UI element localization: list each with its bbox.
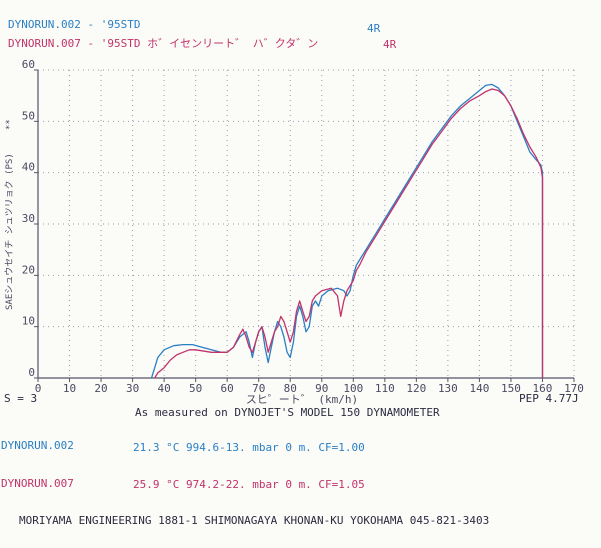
x-tick-label: 10 (63, 382, 76, 395)
x-tick-label: 50 (189, 382, 202, 395)
run1-conditions: 21.3 °C 994.6-13. mbar 0 m. CF=1.00 (133, 441, 365, 454)
y-tick-label: 0 (28, 366, 35, 379)
x-tick-label: 40 (157, 382, 170, 395)
x-tick-label: 90 (315, 382, 328, 395)
company-footer: MORIYAMA ENGINEERING 1881-1 SHIMONAGAYA … (19, 514, 490, 527)
y-tick-label: 60 (22, 58, 35, 71)
x-tick-label: 120 (406, 382, 426, 395)
series-line-2 (154, 88, 544, 379)
y-axis-label: SAEシュウセイチ シュツリョク (PS) (4, 153, 15, 310)
y-tick-labels: 0 10 20 30 40 50 60 (22, 58, 35, 379)
x-tick-label: 140 (469, 382, 489, 395)
x-tick-label: 150 (501, 382, 521, 395)
series-line-1 (150, 83, 544, 379)
run2-conditions: 25.9 °C 974.2-22. mbar 0 m. CF=1.05 (133, 478, 365, 491)
x-tick-label: 100 (343, 382, 363, 395)
s-label: S = 3 (4, 392, 38, 405)
x-tick-label: 110 (375, 382, 395, 395)
header-run1-gear: 4R (367, 22, 381, 35)
header-run2-gear: 4R (383, 38, 397, 51)
header-run2: DYNORUN.007 - '95STD ホ゛イセンリート゛ ハ゛クタ゛ン (8, 37, 319, 50)
pep-label: PEP 4.77J (519, 392, 579, 405)
x-axis-label: スヒ゜ート゛ (km/h) (246, 393, 358, 406)
y-tick-label: 10 (22, 315, 35, 328)
y-tick-label: 20 (22, 263, 35, 276)
run2-name: DYNORUN.007 (1, 477, 74, 490)
subtitle: As measured on DYNOJET'S MODEL 150 DYNAM… (135, 406, 440, 419)
x-tick-label: 0 (35, 382, 42, 395)
y-tick-label: 30 (22, 212, 35, 225)
axes (34, 69, 575, 382)
x-tick-label: 70 (252, 382, 265, 395)
y-axis-label-marks: ** (5, 119, 15, 130)
series-lines (150, 83, 544, 379)
x-tick-label: 60 (221, 382, 234, 395)
x-tick-label: 30 (126, 382, 139, 395)
x-tick-label: 170 (564, 382, 584, 395)
header-run1: DYNORUN.002 - '95STD (8, 18, 141, 31)
x-tick-label: 130 (438, 382, 458, 395)
y-tick-label: 50 (22, 109, 35, 122)
run1-name: DYNORUN.002 (1, 439, 74, 452)
x-tick-label: 160 (533, 382, 553, 395)
x-tick-label: 20 (94, 382, 107, 395)
y-tick-label: 40 (22, 161, 35, 174)
x-tick-label: 80 (284, 382, 297, 395)
x-tick-labels: 0 10 20 30 40 50 60 70 80 90 100 110 120 130 140 150 160… (35, 382, 584, 395)
